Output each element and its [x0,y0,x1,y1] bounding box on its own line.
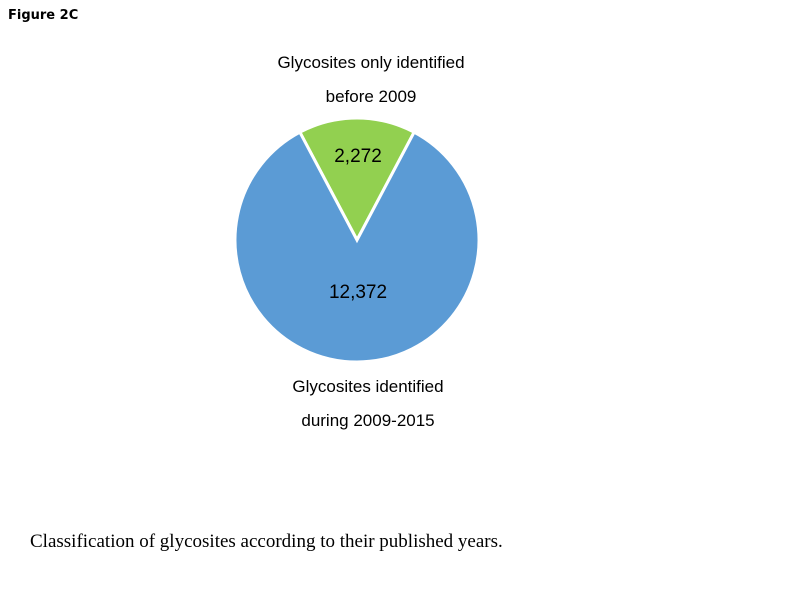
slice-label-large-line2: during 2009-2015 [301,411,434,430]
pie-slices [233,116,481,364]
slice-label-large-line1: Glycosites identified [292,377,443,396]
slice-label-small-line2: before 2009 [326,87,417,106]
slice-label-small-line1: Glycosites only identified [277,53,464,72]
pie-slice-before-2009 [297,116,417,244]
value-label-small: 2,272 [334,146,382,167]
figure-label: Figure 2C [8,8,79,23]
figure-caption: Classification of glycosites according t… [30,531,503,552]
value-label-large: 12,372 [329,282,387,303]
pie-slice-2009-2015 [233,130,481,364]
